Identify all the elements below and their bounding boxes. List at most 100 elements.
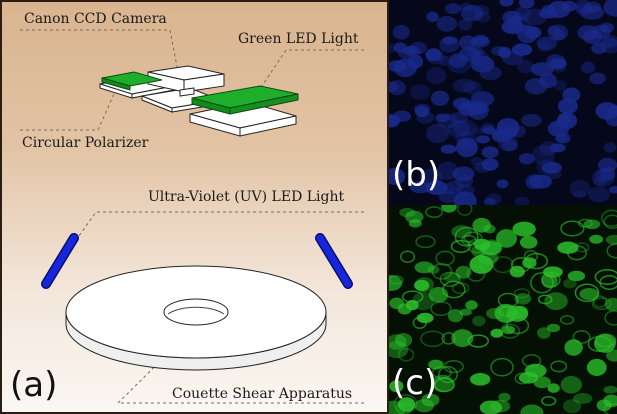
particle <box>532 145 556 166</box>
particle <box>491 46 508 56</box>
particle <box>589 234 604 244</box>
particle <box>572 330 591 344</box>
particle <box>608 186 617 194</box>
particle <box>421 393 440 407</box>
particle <box>603 0 617 17</box>
particle <box>599 35 617 54</box>
particle <box>537 40 552 53</box>
particle <box>427 265 440 274</box>
particle <box>407 54 424 69</box>
panel-c-green-image <box>389 205 617 414</box>
particle <box>563 399 582 414</box>
particle <box>518 153 535 165</box>
particle <box>520 404 544 414</box>
uv-led-callout-line <box>75 211 364 241</box>
particle <box>573 393 593 404</box>
particle <box>595 333 617 348</box>
particle <box>533 376 551 389</box>
particle <box>604 310 617 326</box>
particle <box>460 5 484 22</box>
particle <box>409 41 428 55</box>
particle <box>530 62 554 77</box>
particle <box>521 113 542 127</box>
particle <box>541 396 557 406</box>
particle <box>413 103 431 114</box>
particle <box>392 24 410 40</box>
particle <box>587 335 612 352</box>
particle <box>428 287 449 303</box>
particle <box>496 229 517 248</box>
particle <box>501 325 516 335</box>
apparatus-diagram <box>20 29 364 404</box>
particle <box>547 25 561 35</box>
particle <box>569 179 591 198</box>
particle <box>456 205 473 216</box>
particle <box>443 272 461 283</box>
particle <box>389 380 404 393</box>
particle <box>490 399 511 413</box>
particle <box>389 114 401 127</box>
particle <box>509 265 525 278</box>
particle <box>389 297 405 310</box>
particle <box>481 158 499 171</box>
particle <box>556 112 578 129</box>
green-led-label: Green LED Light <box>238 31 359 47</box>
particle <box>607 105 617 116</box>
particle <box>435 113 450 123</box>
particle <box>498 305 517 318</box>
particle <box>441 205 457 213</box>
particle <box>453 191 477 205</box>
particle <box>513 288 530 299</box>
particle <box>564 339 583 356</box>
particle <box>543 266 563 278</box>
particle <box>426 123 450 144</box>
particle <box>447 309 464 323</box>
panel-b-uv-image <box>389 0 617 205</box>
particle <box>493 125 518 140</box>
particle <box>498 392 511 402</box>
particle <box>557 241 579 254</box>
particle <box>605 234 617 245</box>
panel-a-label: (a) <box>10 365 58 405</box>
particle <box>470 373 491 386</box>
particle <box>600 22 614 33</box>
particle <box>455 184 475 197</box>
particle <box>514 196 530 205</box>
particle <box>605 297 617 311</box>
particle <box>480 123 495 134</box>
particle <box>514 293 532 305</box>
particle <box>425 206 444 218</box>
particle <box>589 72 606 85</box>
particle <box>389 167 406 185</box>
uv-led-label: Ultra-Violet (UV) LED Light <box>148 189 345 205</box>
uv-particle-image <box>389 0 617 205</box>
particle <box>592 168 615 187</box>
particle <box>451 281 470 295</box>
particle <box>431 374 454 393</box>
particle <box>490 357 514 377</box>
green-led-callout-line <box>253 49 364 99</box>
particle <box>443 359 464 374</box>
particle <box>550 360 568 373</box>
particle <box>414 279 430 292</box>
particle <box>481 146 499 159</box>
particle <box>499 0 514 7</box>
particle <box>523 8 547 26</box>
particle <box>389 60 406 72</box>
couette-disk <box>65 265 327 371</box>
particle <box>415 235 436 249</box>
particle <box>523 250 539 262</box>
particle <box>459 35 477 50</box>
particle <box>440 144 457 154</box>
particle <box>588 186 610 203</box>
particle <box>452 78 477 93</box>
particle <box>461 100 476 111</box>
particle <box>470 157 483 166</box>
polarizer-label: Circular Polarizer <box>22 135 149 151</box>
particle <box>397 347 415 362</box>
particle <box>465 300 478 310</box>
particle <box>552 119 568 131</box>
particle <box>553 80 567 91</box>
particle <box>562 87 581 103</box>
